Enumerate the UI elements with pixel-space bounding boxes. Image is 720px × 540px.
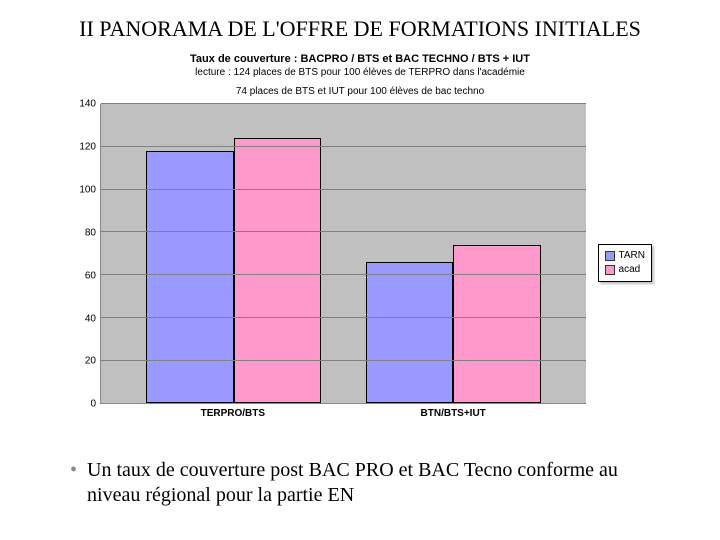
bar xyxy=(366,262,453,403)
gridline xyxy=(101,317,586,318)
y-tick-label: 60 xyxy=(85,270,96,281)
legend-item: TARN xyxy=(605,249,645,263)
y-axis: 020406080100120140 xyxy=(70,104,100,404)
bullet-item: • Un taux de couverture post BAC PRO et … xyxy=(70,458,660,508)
x-axis: TERPRO/BTS BTN/BTS+IUT xyxy=(100,404,586,424)
page-title: II PANORAMA DE L'OFFRE DE FORMATIONS INI… xyxy=(40,16,680,42)
legend-label: acad xyxy=(619,263,641,277)
legend-area: TARNacad xyxy=(586,104,650,404)
gridline xyxy=(101,103,586,104)
plot-container: 020406080100120140 TERPRO/BTSBTN/BTS+IUT xyxy=(70,104,586,424)
y-tick-label: 140 xyxy=(79,99,96,110)
coverage-chart: Taux de couverture : BACPRO / BTS et BAC… xyxy=(70,52,650,452)
x-tick-label: TERPRO/BTS xyxy=(201,408,265,419)
y-tick-label: 40 xyxy=(85,313,96,324)
legend-item: acad xyxy=(605,263,645,277)
gridline xyxy=(101,231,586,232)
gridline xyxy=(101,274,586,275)
x-tick-label: BTN/BTS+IUT xyxy=(421,408,486,419)
bars-layer xyxy=(101,104,586,403)
chart-subtitle-2: 74 places de BTS et IUT pour 100 élèves … xyxy=(70,85,650,98)
y-tick-label: 120 xyxy=(79,142,96,153)
gridline xyxy=(101,360,586,361)
y-tick-label: 20 xyxy=(85,356,96,367)
y-tick-label: 0 xyxy=(90,399,96,410)
chart-body: 020406080100120140 TERPRO/BTSBTN/BTS+IUT… xyxy=(70,104,650,424)
bullet-text: Un taux de couverture post BAC PRO et BA… xyxy=(87,458,660,508)
legend: TARNacad xyxy=(598,244,652,282)
plot-row: 020406080100120140 xyxy=(70,104,586,404)
slide: II PANORAMA DE L'OFFRE DE FORMATIONS INI… xyxy=(0,0,720,540)
bullet-icon: • xyxy=(70,458,77,508)
legend-swatch xyxy=(605,251,615,261)
gridline xyxy=(101,146,586,147)
legend-swatch xyxy=(605,265,615,275)
y-tick-label: 100 xyxy=(79,185,96,196)
chart-subtitle-1: lecture : 124 places de BTS pour 100 élè… xyxy=(70,66,650,79)
chart-title: Taux de couverture : BACPRO / BTS et BAC… xyxy=(70,52,650,66)
legend-label: TARN xyxy=(619,249,645,263)
y-tick-label: 80 xyxy=(85,227,96,238)
bar xyxy=(453,245,540,403)
plot-area xyxy=(100,104,586,404)
gridline xyxy=(101,189,586,190)
bar xyxy=(234,138,321,403)
